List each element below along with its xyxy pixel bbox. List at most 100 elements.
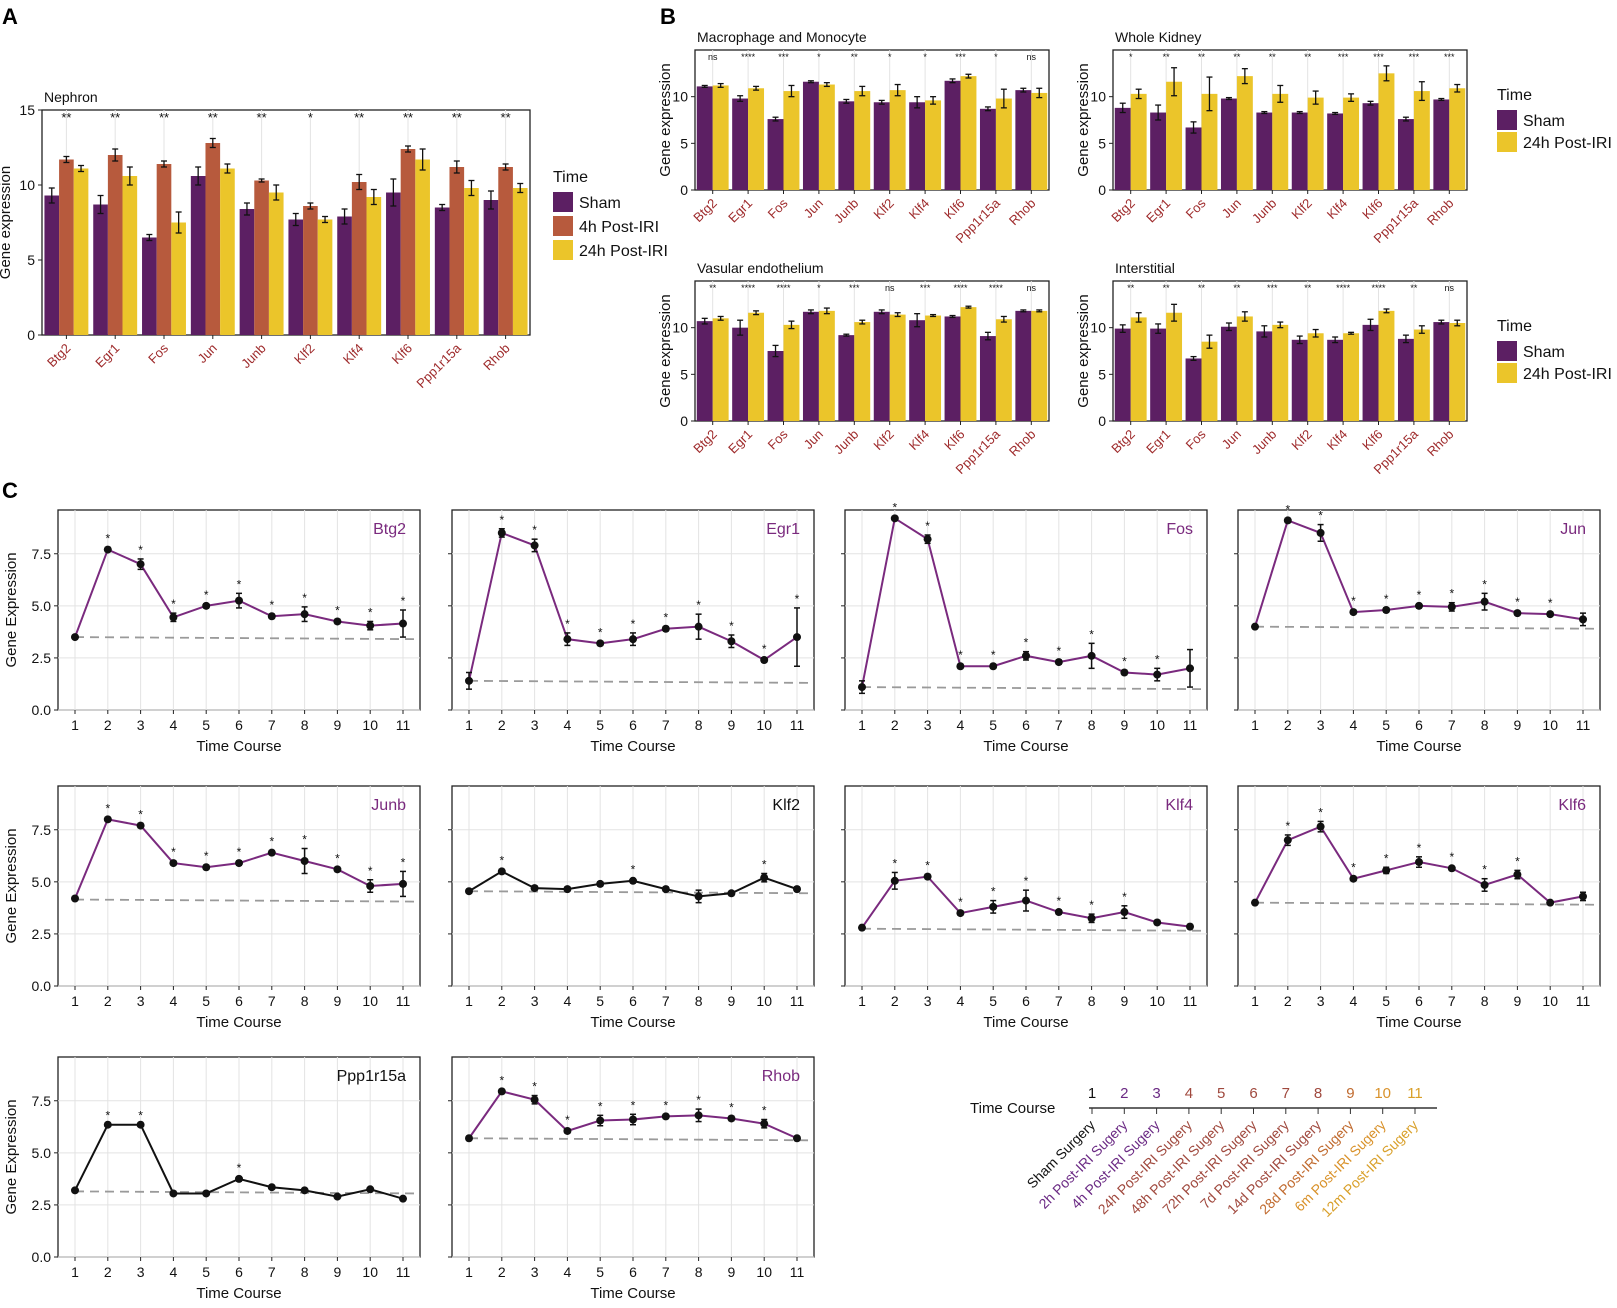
significance-label: * xyxy=(892,856,897,870)
significance-label: * xyxy=(105,1109,110,1123)
bar-Sham xyxy=(1433,99,1450,190)
data-point xyxy=(858,683,866,692)
x-tick-label: 10 xyxy=(756,717,772,733)
data-point xyxy=(661,1112,670,1121)
x-tick-label: 6 xyxy=(1022,717,1030,733)
x-tick-label: 9 xyxy=(1121,717,1129,733)
significance-label: * xyxy=(762,858,767,872)
y-tick-label: 0 xyxy=(27,327,35,343)
bar-4h Post-IRI xyxy=(59,159,74,335)
data-point xyxy=(103,545,112,554)
x-tick-label: 7 xyxy=(1448,717,1456,733)
data-point xyxy=(235,859,243,868)
bar-Sham xyxy=(767,119,784,190)
x-tick-label: 2 xyxy=(498,993,506,1009)
significance-label: * xyxy=(171,597,176,611)
x-tick-label: 1 xyxy=(1251,993,1259,1009)
bar-24h Post-IRI xyxy=(512,188,528,335)
significance-label: * xyxy=(1449,587,1454,601)
bar-4h Post-IRI xyxy=(351,182,367,335)
data-point xyxy=(923,872,932,881)
significance-label: *** xyxy=(1409,52,1420,62)
x-axis-label: Time Course xyxy=(590,1014,675,1031)
x-tick-label: 2 xyxy=(104,993,112,1009)
category-label: Klf6 xyxy=(1359,427,1385,453)
data-point xyxy=(1546,610,1555,619)
x-tick-label: 1 xyxy=(71,1264,79,1280)
significance-label: * xyxy=(1089,898,1094,912)
baseline-line xyxy=(74,898,421,903)
data-point xyxy=(136,560,145,569)
data-point xyxy=(366,1185,375,1194)
x-tick-label: 6 xyxy=(1415,717,1423,733)
significance-label: ** xyxy=(1410,283,1418,293)
bar-4h Post-IRI xyxy=(498,167,513,335)
y-tick-label: 2.5 xyxy=(32,1197,52,1213)
x-axis-label: Time Course xyxy=(196,1014,281,1031)
x-tick-label: 11 xyxy=(396,1264,411,1280)
bar-24h Post-IRI xyxy=(889,314,906,421)
y-axis-label: Gene expression xyxy=(657,63,674,176)
x-tick-label: 3 xyxy=(924,717,932,733)
data-point xyxy=(267,848,276,857)
category-label: Klf2 xyxy=(870,427,896,453)
bar-Sham xyxy=(944,316,961,421)
data-point xyxy=(1186,922,1194,931)
data-point xyxy=(596,639,605,648)
significance-label: * xyxy=(991,885,996,899)
bar-24h Post-IRI xyxy=(1201,93,1218,190)
y-axis-label: Gene expression xyxy=(0,166,14,279)
category-label: Jun xyxy=(1219,196,1244,221)
x-tick-label: 9 xyxy=(1514,717,1522,733)
x-tick-label: 1 xyxy=(465,717,473,733)
data-point xyxy=(1283,516,1292,525)
baseline-line xyxy=(1254,901,1601,906)
x-tick-label: 6 xyxy=(235,717,243,733)
bar-Sham xyxy=(1114,328,1131,421)
significance-label: * xyxy=(532,523,537,537)
x-tick-label: 8 xyxy=(301,1264,309,1280)
bar-24h Post-IRI xyxy=(889,90,906,190)
data-point xyxy=(300,610,309,619)
bar-24h Post-IRI xyxy=(818,310,835,421)
x-tick-label: 7 xyxy=(1448,993,1456,1009)
data-point xyxy=(202,863,211,872)
legend-label: Sham xyxy=(1523,113,1565,130)
data-point xyxy=(1415,858,1423,867)
x-tick-label: 5 xyxy=(1382,993,1390,1009)
data-point xyxy=(793,633,801,642)
bar-24h Post-IRI xyxy=(1378,310,1395,421)
key-title: Time Course xyxy=(970,1100,1055,1117)
significance-label: * xyxy=(817,52,821,62)
significance-label: ** xyxy=(709,283,717,293)
x-tick-label: 6 xyxy=(235,993,243,1009)
y-tick-label: 0 xyxy=(1098,182,1106,198)
bar-Sham xyxy=(93,204,108,335)
data-point xyxy=(956,662,965,671)
x-tick-label: 11 xyxy=(1183,993,1198,1009)
data-point xyxy=(465,676,473,685)
bar-Sham xyxy=(979,336,996,421)
data-point xyxy=(71,1186,79,1195)
data-point xyxy=(1480,880,1489,889)
significance-label: * xyxy=(237,845,242,859)
data-point xyxy=(1022,896,1030,905)
bar-Sham xyxy=(1397,338,1414,421)
bar-Sham xyxy=(732,98,749,190)
bar-24h Post-IRI xyxy=(268,192,284,335)
x-tick-label: 11 xyxy=(396,717,411,733)
data-point xyxy=(1546,898,1555,907)
significance-label: * xyxy=(1482,577,1487,591)
significance-label: * xyxy=(696,1093,701,1107)
significance-label: * xyxy=(1417,841,1422,855)
y-tick-label: 0 xyxy=(680,413,688,429)
significance-label: * xyxy=(171,845,176,859)
significance-label: * xyxy=(762,1104,767,1118)
x-tick-label: 7 xyxy=(268,1264,276,1280)
category-label: Rhob xyxy=(1006,427,1039,460)
y-tick-label: 0 xyxy=(1098,413,1106,429)
x-tick-label: 7 xyxy=(268,717,276,733)
significance-label: * xyxy=(335,851,340,865)
data-point xyxy=(1054,658,1063,667)
data-point xyxy=(760,656,769,664)
